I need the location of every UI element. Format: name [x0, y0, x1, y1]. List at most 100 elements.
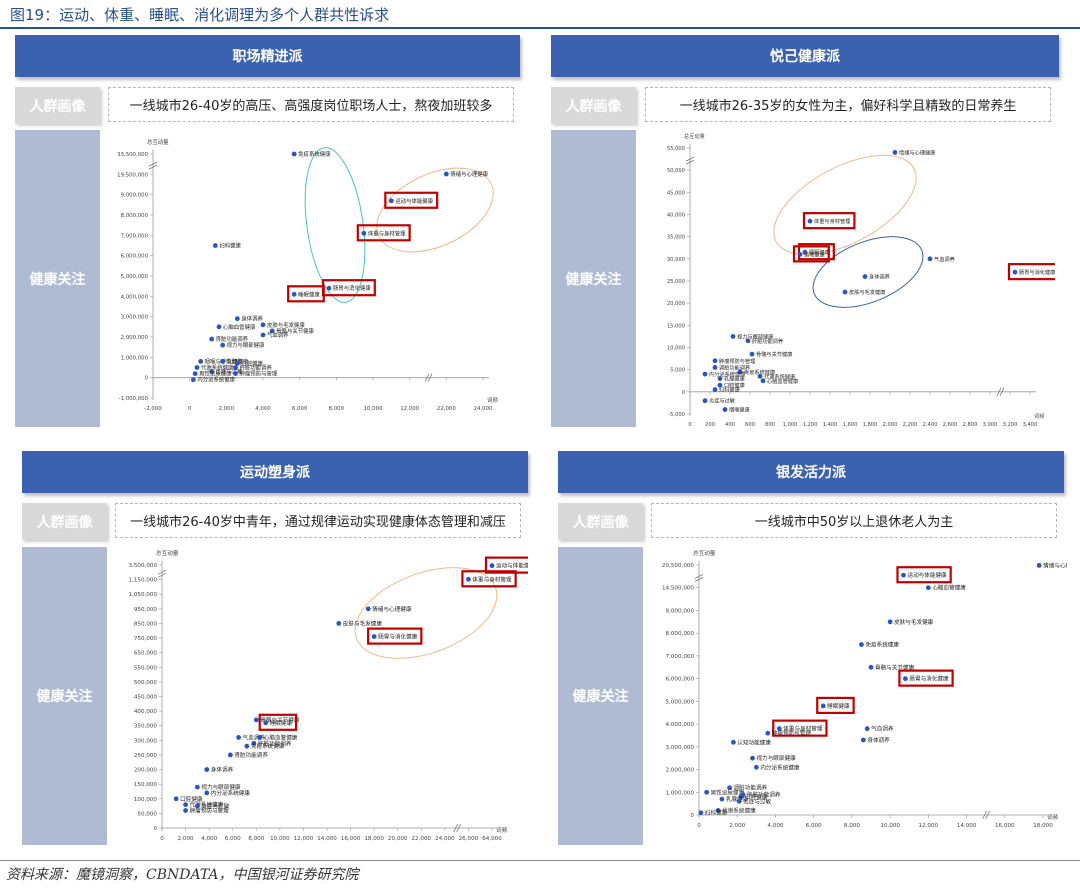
x-tick-label: 4,000: [767, 823, 783, 829]
data-label: 炎症与过敏: [743, 797, 771, 805]
data-point: [820, 703, 826, 709]
data-point: [204, 790, 210, 796]
data-point: [903, 676, 908, 682]
x-tick-label: 1,400: [823, 422, 838, 428]
data-label: 身体调养: [867, 736, 890, 744]
data-label: 运动健康: [804, 250, 825, 258]
x-tick-label: 2,600: [943, 422, 958, 428]
data-point: [365, 606, 371, 612]
data-label: 肝脏功能调养: [747, 791, 781, 799]
scatter-chart: 0 50,000 100,000 150,000 200,000 250,000 300,0…: [129, 549, 528, 842]
data-label: 体重与身材管理: [368, 229, 406, 237]
data-point: [765, 730, 771, 736]
data-label: 肠胃与消化健康: [1019, 268, 1055, 276]
data-point: [712, 358, 718, 364]
data-point: [702, 398, 708, 404]
data-label: 调脏功能调养: [734, 784, 768, 792]
y-tick-label: 25,000: [667, 279, 685, 285]
data-point: [326, 285, 332, 291]
highlight-box: [772, 719, 828, 737]
x-tick-label: 4,000: [201, 836, 217, 842]
x-tick-label: 22,000: [411, 836, 431, 842]
data-label: 男性泌尿健康: [711, 788, 745, 796]
y-axis-title: 总互动量: [693, 549, 716, 557]
data-point: [698, 810, 704, 816]
data-label: 睡眠健康: [298, 290, 320, 298]
x-tick-label: 400: [725, 422, 735, 428]
y-tick-label: 3,000,000: [121, 315, 149, 321]
data-label: 运动与体能健康: [907, 571, 947, 579]
data-label: 肿瘤预防与管理: [772, 729, 812, 737]
data-label: 乳腺健康: [724, 375, 745, 383]
data-label: 妇科健康: [705, 809, 728, 817]
highlight-box: [792, 245, 830, 263]
y-tick-label: 0: [153, 826, 157, 832]
data-label: 免疫系统健康: [744, 368, 775, 376]
data-point: [209, 369, 215, 374]
y-tick-label: 50,000: [667, 168, 685, 174]
persona-tag: 人群画像: [15, 87, 100, 124]
data-label: 骨骼与关节健康: [875, 663, 915, 671]
highlight-box: [287, 285, 325, 303]
y-tick-label: 150,000: [134, 782, 158, 788]
y-tick-label: 350,000: [134, 724, 158, 730]
group-ellipse: [354, 567, 498, 659]
data-label: 肠胃与消化健康: [378, 633, 418, 641]
data-point: [749, 351, 755, 357]
persona-text: 一线城市26-35岁的女性为主，偏好科学且精致的日常养生: [645, 87, 1051, 122]
data-point: [1012, 269, 1018, 275]
y-tick-label: 20,500,000: [662, 563, 694, 569]
highlight-box: [802, 212, 856, 230]
y-tick-label: 300,000: [134, 738, 158, 744]
data-label: 肿瘤预防与管理: [240, 370, 278, 378]
data-point: [253, 717, 259, 723]
y-tick-label: 6,000,000: [666, 677, 695, 683]
x-tick-label: 1,800: [863, 422, 878, 428]
data-point: [737, 369, 743, 375]
x-tick-label: 6,000: [225, 836, 241, 842]
data-point: [868, 664, 874, 670]
y-tick-label: 750,000: [134, 636, 158, 642]
data-label: 口腔健康: [724, 381, 745, 389]
data-point: [260, 322, 266, 328]
x-tick-label: 4,000: [255, 406, 271, 412]
data-point: [190, 377, 196, 383]
data-point: [212, 243, 218, 248]
data-label: 免疫系统健康: [251, 742, 285, 750]
y-tick-label: 2,000,000: [666, 768, 695, 774]
data-label: 视力与眼部健康: [737, 332, 773, 340]
data-point: [466, 576, 471, 582]
axis-break-x: [996, 387, 1005, 397]
y-tick-label: 100,000: [134, 797, 158, 803]
y-tick-label: 50,000: [137, 811, 157, 817]
y-tick-label: 8,000,000: [121, 213, 149, 219]
data-point: [263, 720, 269, 726]
data-point: [192, 371, 198, 376]
x-tick-label: 12,000: [294, 836, 314, 842]
x-tick-label: 10,000: [880, 823, 900, 829]
x-tick-label: 2,800: [963, 422, 978, 428]
data-point: [717, 376, 723, 381]
y-tick-label: 9,000,000: [121, 193, 149, 199]
scatter-chart: -1,000,000 0 1,000,000 2,000,000 3,000,000 4,…: [117, 138, 498, 412]
x-tick-label: 1,200: [803, 422, 818, 428]
data-label: 炎症与过敏: [709, 397, 736, 405]
highlight-box: [367, 627, 423, 645]
x-axis-title: 词频: [487, 396, 498, 404]
x-tick-label: 8,000: [248, 836, 264, 842]
x-tick-label: 2,200: [903, 422, 918, 428]
y-tick-label: 10,000: [667, 346, 685, 352]
y-axis-title: 总互动量: [156, 549, 179, 557]
axis-break-y: [694, 574, 704, 582]
data-label: 心脑血管健康: [264, 733, 298, 741]
data-point: [227, 752, 233, 758]
data-label: 免疫系统健康: [865, 641, 899, 649]
y-tick-label: 950,000: [134, 607, 158, 613]
data-label: 体重与身材管理: [783, 725, 823, 733]
data-label: 口腔健康: [241, 359, 263, 367]
data-point: [719, 796, 725, 802]
x-tick-label: 0: [688, 422, 691, 428]
data-label: 身体调养: [869, 273, 890, 281]
y-tick-label: 0: [690, 813, 694, 819]
data-point: [443, 171, 449, 177]
